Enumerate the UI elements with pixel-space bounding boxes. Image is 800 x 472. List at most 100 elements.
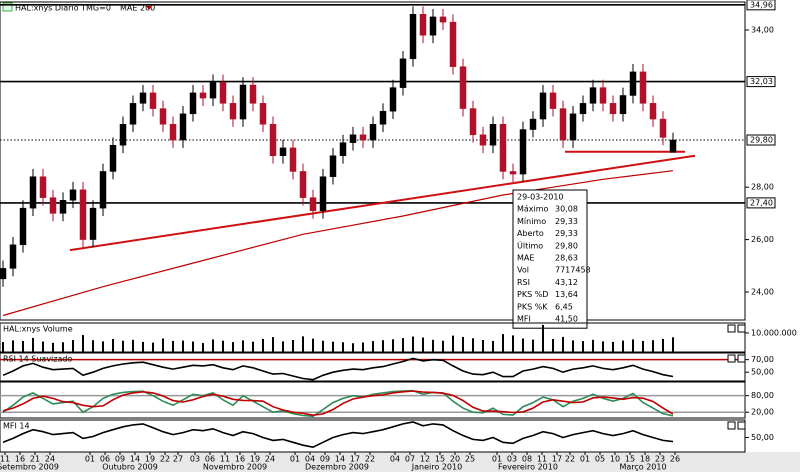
volume-bar bbox=[102, 341, 104, 352]
volume-bar bbox=[272, 337, 274, 352]
y-tick-label: 24,00 bbox=[751, 287, 774, 296]
volume-bar bbox=[152, 342, 154, 352]
volume-bar bbox=[112, 339, 114, 352]
candle-body bbox=[609, 103, 617, 115]
volume-bar bbox=[232, 342, 234, 352]
x-tick-label: 01 bbox=[290, 455, 300, 464]
x-tick-label: 22 bbox=[365, 455, 375, 464]
x-tick-label: 17 bbox=[350, 455, 360, 464]
info-label: PKS %K bbox=[517, 302, 548, 311]
y-tick-label: 34,00 bbox=[751, 25, 774, 34]
x-tick-label: 25 bbox=[465, 455, 475, 464]
x-tick-label: 12 bbox=[420, 455, 430, 464]
x-tick-label: 09 bbox=[115, 455, 125, 464]
volume-bar bbox=[512, 335, 514, 352]
x-tick-label: 26 bbox=[670, 455, 680, 464]
panel-button[interactable] bbox=[737, 324, 746, 333]
x-tick-label: 10 bbox=[610, 455, 620, 464]
info-value: 29,80 bbox=[555, 241, 578, 250]
x-tick-label: 08 bbox=[522, 455, 532, 464]
panel-button[interactable] bbox=[727, 324, 736, 333]
volume-bar bbox=[332, 341, 334, 352]
candle-body bbox=[219, 82, 227, 104]
candle-body bbox=[239, 84, 247, 120]
candle-body bbox=[479, 134, 487, 146]
x-tick-label: 11 bbox=[220, 455, 230, 464]
x-tick-label: 19 bbox=[145, 455, 155, 464]
volume-bar bbox=[602, 341, 604, 352]
volume-bar bbox=[22, 340, 24, 352]
x-tick-label: 24 bbox=[45, 455, 55, 464]
indicator-line bbox=[2, 421, 674, 449]
volume-bar bbox=[672, 337, 674, 352]
x-tick-label: 01 bbox=[580, 455, 590, 464]
volume-bar bbox=[522, 338, 524, 352]
info-value: 29,33 bbox=[555, 217, 578, 226]
candle-body bbox=[489, 124, 497, 146]
candle-body bbox=[549, 92, 557, 109]
volume-bar bbox=[162, 338, 164, 352]
candle-body bbox=[559, 108, 567, 141]
x-tick-label: 22 bbox=[565, 455, 575, 464]
panel-frame bbox=[0, 352, 746, 382]
volume-bar bbox=[282, 341, 284, 352]
volume-bar bbox=[532, 339, 534, 352]
volume-bar bbox=[1, 342, 4, 352]
info-label: Vol bbox=[517, 266, 529, 275]
volume-bar bbox=[632, 339, 634, 352]
y-tick-label: 80,00 bbox=[751, 391, 774, 400]
candle-body bbox=[79, 189, 87, 240]
volume-bar bbox=[382, 340, 384, 352]
candle-body bbox=[519, 129, 527, 175]
info-value: 13,64 bbox=[555, 290, 578, 299]
panel-frame bbox=[0, 381, 746, 419]
candle-body bbox=[259, 103, 267, 125]
volume-bar bbox=[352, 343, 354, 352]
info-value: 41,50 bbox=[555, 315, 578, 324]
candle-body bbox=[409, 14, 417, 60]
info-label: MAE bbox=[517, 254, 534, 263]
volume-bar bbox=[492, 340, 494, 352]
indicator-line bbox=[2, 357, 674, 381]
volume-bar bbox=[222, 340, 224, 352]
volume-bar bbox=[572, 340, 574, 352]
panel-button[interactable] bbox=[737, 421, 746, 430]
panel-button[interactable] bbox=[737, 354, 746, 363]
candle-body bbox=[0, 268, 7, 280]
month-label: Setembro 2009 bbox=[0, 463, 59, 472]
info-value: 6,45 bbox=[555, 302, 573, 311]
y-tick-label: 26,00 bbox=[751, 235, 774, 244]
indicator-line bbox=[2, 389, 674, 418]
moving-average bbox=[2, 170, 674, 317]
x-tick-label: 16 bbox=[15, 455, 25, 464]
x-tick-label: 07 bbox=[405, 455, 415, 464]
volume-bar bbox=[542, 324, 544, 352]
candle-body bbox=[309, 197, 317, 212]
x-tick-label: 05 bbox=[595, 455, 605, 464]
volume-bar bbox=[662, 338, 664, 352]
x-tick-label: 17 bbox=[552, 455, 562, 464]
info-label: RSI bbox=[517, 278, 530, 287]
panel-frame bbox=[0, 419, 746, 453]
x-tick-label: 24 bbox=[265, 455, 275, 464]
info-label: Máximo bbox=[517, 205, 549, 214]
volume-bar bbox=[442, 340, 444, 352]
legend-entry[interactable]: MAE 200 bbox=[120, 4, 155, 13]
candle-body bbox=[249, 84, 257, 104]
candle-body bbox=[19, 207, 27, 246]
x-tick-label: 06 bbox=[100, 455, 110, 464]
info-label: Aberto bbox=[517, 229, 544, 238]
panel-title: MFI 14 bbox=[3, 422, 30, 431]
volume-bar bbox=[392, 339, 394, 352]
y-tick-label: 20,00 bbox=[751, 408, 774, 417]
candle-body bbox=[99, 171, 107, 209]
panel-button[interactable] bbox=[727, 421, 736, 430]
x-tick-label: 19 bbox=[250, 455, 260, 464]
x-tick-label: 27 bbox=[173, 455, 183, 464]
panel-title: HAL:xnys Volume bbox=[3, 325, 73, 334]
volume-bar bbox=[422, 337, 424, 352]
candle-body bbox=[179, 113, 187, 141]
volume-bar bbox=[212, 339, 214, 352]
panel-button[interactable] bbox=[727, 354, 736, 363]
